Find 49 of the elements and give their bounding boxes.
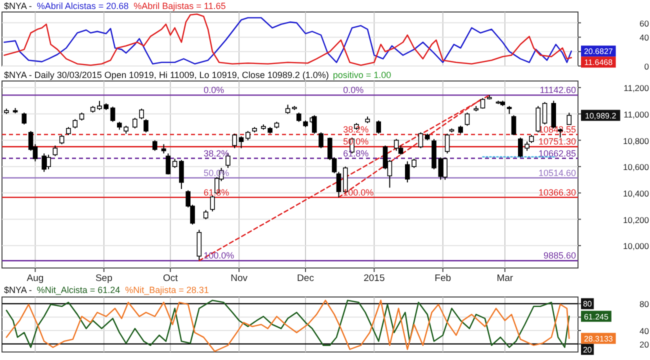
x-tick-label: Feb: [434, 273, 452, 284]
x-tick-label: Dec: [297, 273, 314, 284]
ref-line-label: 10662.85: [538, 148, 576, 158]
annotation: 61.245: [584, 312, 609, 322]
series-label: %Nit_Bajista = 28.31: [125, 285, 209, 295]
x-tick-label: Nov: [230, 273, 248, 284]
series-label: %Nit_Alcista = 61.24: [36, 285, 120, 295]
x-tick-label: Mar: [496, 273, 514, 284]
annotation: 0.0%: [204, 85, 224, 96]
y-tick-label: 40: [640, 32, 650, 43]
y-tick-label: 60: [640, 18, 650, 28]
annotation: 0.0%: [343, 85, 364, 96]
ref-line-label: 9885.60: [543, 250, 576, 261]
text: %Abril Alcistas = 20.68: [36, 1, 129, 11]
chart-title: $NYA -: [4, 1, 32, 11]
y-tick-label: 0: [644, 62, 650, 72]
x-tick-label: Aug: [26, 273, 44, 284]
y-tick-label: 11,000: [624, 109, 650, 120]
annotation: 28.3133: [584, 334, 614, 344]
ref-line-label: 10366.30: [538, 187, 576, 198]
y-tick-label: 80: [640, 299, 650, 310]
annotation: 11.6468: [584, 58, 614, 68]
ref-line-label: 10751.30: [538, 136, 576, 147]
series-label: %Abril Bajistas = 11.65: [134, 1, 226, 11]
y-tick-label: 10,600: [623, 162, 650, 172]
ref-line-label: 20: [582, 345, 592, 354]
y-tick-label: 10,400: [623, 188, 650, 198]
y-tick-label: 40: [640, 326, 650, 336]
y-tick-label: 10,800: [623, 136, 650, 146]
annotation: 61.8%: [343, 148, 369, 158]
annotation: 38.2%: [204, 148, 230, 158]
ref-line-label: 11142.60: [540, 85, 576, 96]
chart-title: $NYA -: [4, 285, 32, 295]
text: positivo = 1.00: [332, 70, 392, 80]
x-tick-label: 2015: [364, 273, 385, 284]
y-tick-label: 10,200: [623, 214, 650, 225]
annotation: 20.6827: [584, 47, 614, 56]
y-tick-label: 11,200: [624, 83, 650, 94]
x-tick-label: Oct: [162, 273, 178, 284]
y-tick-label: 10,000: [623, 241, 650, 252]
annotation: 38.2%: [343, 124, 369, 135]
ref-line-label: 10514.60: [538, 168, 576, 178]
annotation: 100.0%: [343, 187, 374, 198]
chart-title: $NYA - Daily 30/03/2015 Open 10919, Hi 11009, Lo 10919, Close 10989.2 (1.0%): [4, 70, 329, 80]
y-tick-label: 20: [640, 339, 650, 350]
x-tick-label: Sep: [95, 273, 112, 284]
annotation: 61.8%: [204, 187, 230, 198]
ref-line-label: 80: [582, 300, 592, 309]
annotation: 10,989.2: [585, 111, 617, 120]
